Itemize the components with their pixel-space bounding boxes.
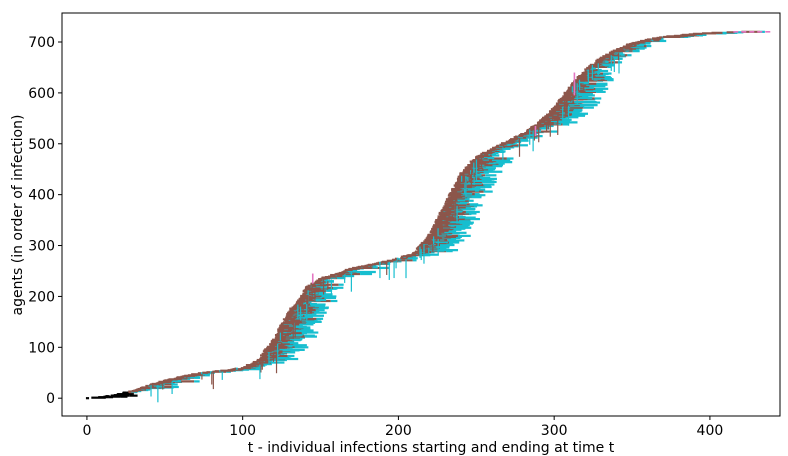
plot-frame [61,12,781,417]
x-tick-label: 400 [697,423,724,439]
x-tick-label: 100 [229,423,256,439]
x-tick-label: 0 [82,423,91,439]
x-tick-label: 300 [541,423,568,439]
y-tick-label: 500 [28,137,55,153]
y-tick-label: 600 [28,86,55,102]
y-tick-label: 400 [28,188,55,204]
x-axis-title: t - individual infections starting and e… [248,440,615,456]
axis-ticks: 0 100 200 300 400 0 100 200 300 400 500 600 700 [28,35,723,439]
y-tick-label: 700 [28,35,55,51]
x-tick-label: 200 [385,423,412,439]
y-tick-label: 200 [28,289,55,305]
y-tick-label: 300 [28,239,55,255]
plot-marks [85,30,773,403]
y-tick-label: 100 [28,340,55,356]
y-tick-label: 0 [46,391,55,407]
y-axis-title: agents (in order of infection) [10,115,26,316]
